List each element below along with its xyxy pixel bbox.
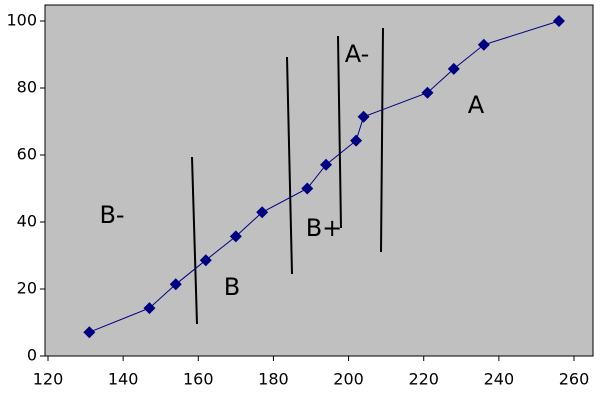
x-tick-label: 120 [33,370,64,389]
marker [357,110,370,123]
annotation: A- [345,40,370,68]
marker [143,302,156,315]
marker [477,38,490,51]
marker [301,182,314,195]
marker [447,62,460,75]
y-tick-label: 60 [17,145,37,164]
marker [256,206,269,219]
series-line [89,20,560,333]
marker [350,134,363,147]
x-tick-label: 220 [408,370,439,389]
marker [199,254,212,267]
annotation: A [468,91,485,119]
marker [169,278,182,291]
x-tick-label: 180 [258,370,289,389]
y-tick-label: 40 [17,212,37,231]
y-tick-label: 100 [6,11,37,30]
annotation: B+ [306,214,343,242]
x-tick-label: 200 [333,370,364,389]
marker [83,326,96,339]
divider [380,27,384,253]
divider [337,35,342,229]
marker [320,158,333,171]
marker [421,86,434,99]
y-tick-label: 20 [17,279,37,298]
x-tick-label: 140 [108,370,139,389]
divider [191,156,198,325]
x-tick-label: 260 [559,370,590,389]
plot-area [44,4,594,357]
marker [552,15,565,27]
divider [286,56,293,275]
annotation: B- [99,201,124,229]
y-tick-label: 0 [27,346,37,365]
x-tick-label: 160 [183,370,214,389]
y-tick-label: 80 [17,78,37,97]
x-tick-label: 240 [484,370,515,389]
marker [229,230,242,243]
annotation: B [224,273,240,301]
grade-dividers [191,27,384,325]
